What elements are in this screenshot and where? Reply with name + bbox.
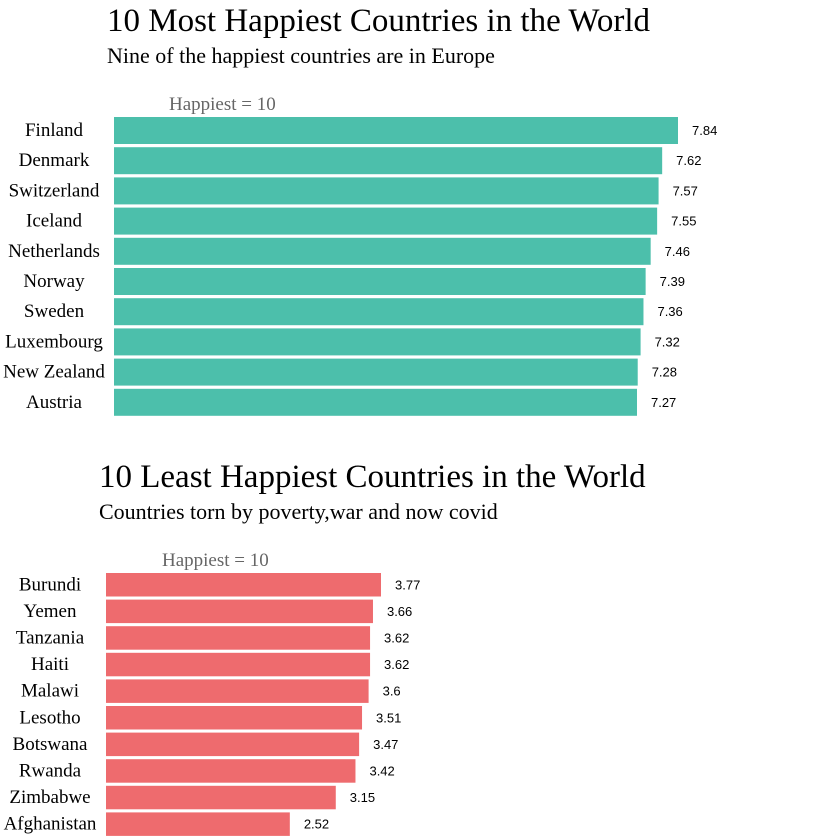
- value-label: 7.46: [665, 244, 690, 259]
- bar: [106, 652, 371, 677]
- category-label: Rwanda: [19, 760, 82, 781]
- category-label: Denmark: [19, 150, 90, 171]
- category-label: Zimbabwe: [9, 787, 90, 808]
- category-label: Malawi: [21, 681, 79, 702]
- bar: [106, 706, 363, 730]
- bar: [106, 785, 336, 810]
- most-happiest-chart: 10 Most Happiest Countries in the World …: [3, 3, 717, 416]
- bar: [106, 812, 290, 836]
- value-label: 7.84: [692, 123, 717, 138]
- value-label: 3.47: [373, 737, 398, 752]
- category-label: Netherlands: [8, 241, 100, 262]
- value-label: 7.62: [676, 153, 701, 168]
- category-label: Botswana: [13, 734, 89, 755]
- bar: [114, 117, 678, 144]
- value-label: 3.66: [387, 604, 412, 619]
- bar: [114, 388, 637, 416]
- value-label: 3.62: [384, 657, 409, 672]
- chart-title: 10 Most Happiest Countries in the World: [107, 3, 651, 39]
- scale-note: Happiest = 10: [169, 94, 276, 115]
- bar: [114, 358, 638, 386]
- chart-title: 10 Least Happiest Countries in the World: [99, 459, 646, 495]
- chart-subtitle: Nine of the happiest countries are in Eu…: [107, 43, 495, 68]
- value-label: 3.51: [376, 710, 401, 725]
- bar: [114, 207, 658, 235]
- value-label: 3.77: [395, 577, 420, 592]
- value-label: 7.32: [655, 334, 680, 349]
- bar: [106, 732, 360, 757]
- bar: [114, 298, 644, 326]
- value-label: 7.28: [652, 365, 677, 380]
- value-label: 3.62: [384, 630, 409, 645]
- category-label: Tanzania: [16, 627, 85, 648]
- value-label: 7.55: [671, 214, 696, 229]
- scale-note: Happiest = 10: [162, 550, 269, 571]
- category-label: Luxembourg: [5, 331, 103, 352]
- value-label: 3.15: [350, 790, 375, 805]
- bar-series: Burundi 3.77 Yemen 3.66 Tanzania 3.62 Haiti 3.6…: [4, 573, 420, 836]
- category-label: Burundi: [19, 574, 81, 595]
- bar: [106, 679, 369, 703]
- bar: [114, 237, 651, 265]
- value-label: 7.27: [651, 395, 676, 410]
- bar: [114, 328, 641, 356]
- value-label: 7.39: [660, 274, 685, 289]
- bar: [114, 268, 646, 295]
- bar: [106, 573, 381, 597]
- category-label: Switzerland: [9, 180, 100, 201]
- bar: [106, 626, 371, 650]
- value-label: 2.52: [304, 817, 329, 832]
- category-label: Sweden: [24, 301, 85, 322]
- bar: [106, 599, 373, 624]
- value-label: 3.6: [383, 684, 401, 699]
- category-label: Iceland: [26, 211, 82, 232]
- bar: [114, 147, 663, 175]
- category-label: Norway: [23, 271, 85, 292]
- value-label: 3.42: [369, 763, 394, 778]
- bar-series: Finland 7.84 Denmark 7.62 Switzerland 7.57 Ice…: [3, 117, 717, 416]
- category-label: Lesotho: [19, 707, 80, 728]
- least-happiest-chart: 10 Least Happiest Countries in the World…: [4, 459, 646, 836]
- category-label: Austria: [26, 392, 83, 413]
- bar: [114, 177, 659, 205]
- category-label: Finland: [25, 120, 84, 141]
- chart-subtitle: Countries torn by poverty,war and now co…: [99, 499, 498, 524]
- category-label: Haiti: [31, 654, 69, 675]
- category-label: Afghanistan: [4, 814, 97, 835]
- value-label: 7.36: [657, 304, 682, 319]
- category-label: New Zealand: [3, 362, 105, 383]
- bar: [106, 759, 356, 783]
- value-label: 7.57: [673, 183, 698, 198]
- category-label: Yemen: [24, 601, 77, 622]
